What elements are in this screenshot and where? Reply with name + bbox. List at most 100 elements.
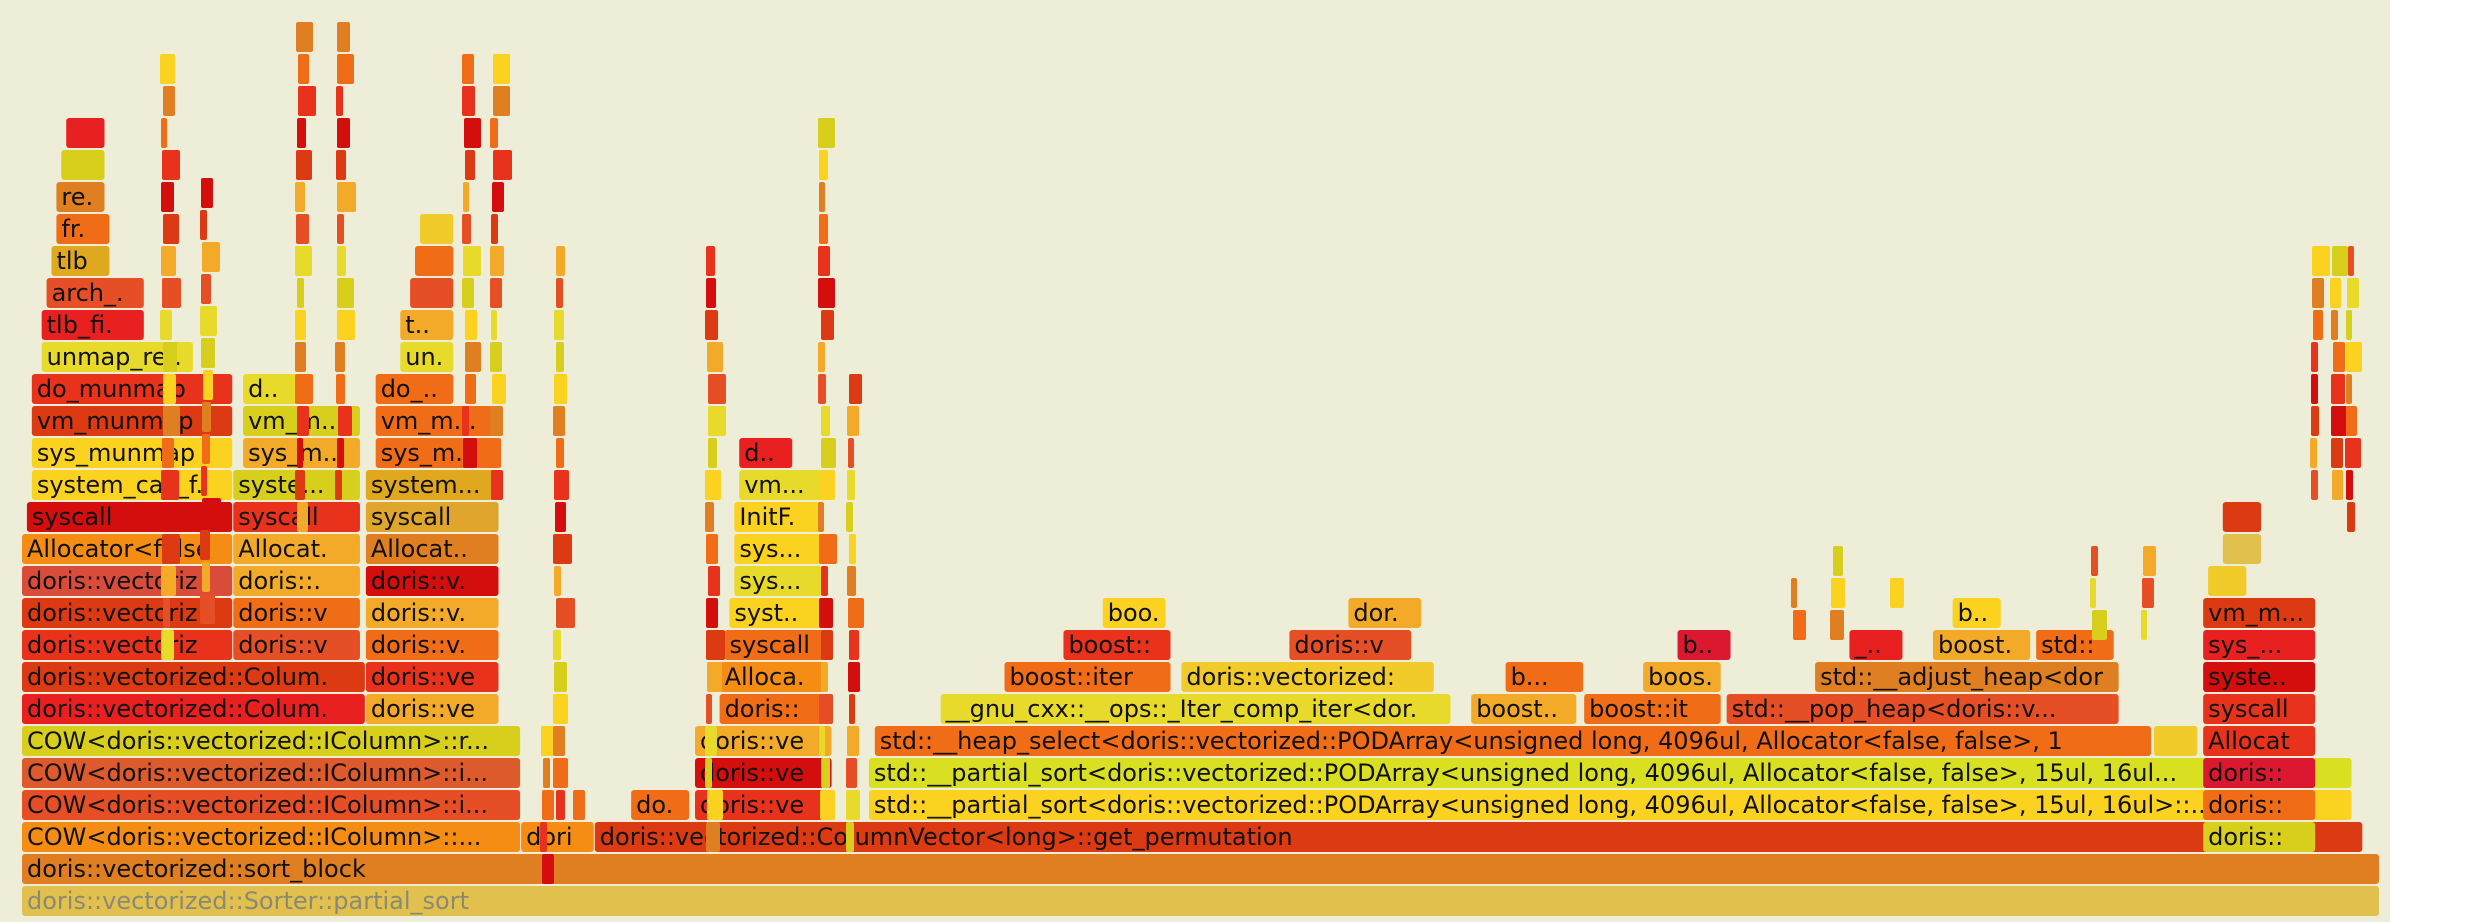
- frame-71[interactable]: boost::it: [1584, 694, 1721, 724]
- sliver-frame[interactable]: [2346, 374, 2352, 404]
- sliver-frame[interactable]: [554, 566, 561, 596]
- sliver-frame[interactable]: [2312, 246, 2330, 276]
- sliver-frame[interactable]: [705, 758, 712, 788]
- sliver-frame[interactable]: [161, 470, 179, 500]
- sliver-frame[interactable]: [202, 498, 221, 528]
- sliver-frame[interactable]: [821, 630, 833, 660]
- sliver-frame[interactable]: [337, 54, 354, 84]
- sliver-frame[interactable]: [2142, 578, 2154, 608]
- sliver-frame[interactable]: [201, 466, 207, 496]
- sliver-frame[interactable]: [462, 54, 474, 84]
- frame-42[interactable]: [410, 278, 454, 308]
- frame-3[interactable]: COW<doris::vectorized::IColumn>::i...: [22, 790, 521, 820]
- sliver-frame[interactable]: [163, 502, 175, 532]
- frame-61[interactable]: sys...: [734, 534, 822, 564]
- sliver-frame[interactable]: [201, 274, 211, 304]
- frame-44[interactable]: [415, 246, 454, 276]
- sliver-frame[interactable]: [708, 374, 726, 404]
- sliver-frame[interactable]: [492, 182, 504, 212]
- sliver-frame[interactable]: [2346, 310, 2352, 340]
- frame-93[interactable]: sys_...: [2203, 630, 2316, 660]
- sliver-frame[interactable]: [337, 22, 350, 52]
- sliver-frame[interactable]: [2346, 470, 2353, 500]
- frame-66[interactable]: std::__partial_sort<doris::vectorized::P…: [868, 758, 2352, 788]
- sliver-frame[interactable]: [2313, 310, 2323, 340]
- frame-20[interactable]: Allocat.: [233, 534, 360, 564]
- sliver-frame[interactable]: [818, 502, 824, 532]
- sliver-frame[interactable]: [335, 342, 345, 372]
- frame-47[interactable]: re.: [56, 182, 105, 212]
- sliver-frame[interactable]: [298, 86, 316, 116]
- sliver-frame[interactable]: [821, 310, 834, 340]
- sliver-frame[interactable]: [336, 86, 343, 116]
- sliver-frame[interactable]: [161, 630, 174, 660]
- sliver-frame[interactable]: [819, 534, 837, 564]
- sliver-frame[interactable]: [161, 246, 176, 276]
- sliver-frame[interactable]: [1831, 578, 1845, 608]
- sliver-frame[interactable]: [203, 370, 213, 400]
- frame-41[interactable]: arch_.: [46, 278, 144, 308]
- sliver-frame[interactable]: [556, 790, 565, 820]
- sliver-frame[interactable]: [540, 822, 547, 852]
- frame-88[interactable]: doris::: [2203, 790, 2316, 820]
- sliver-frame[interactable]: [556, 278, 563, 308]
- sliver-frame[interactable]: [706, 534, 718, 564]
- sliver-frame[interactable]: [200, 306, 217, 336]
- sliver-frame[interactable]: [337, 310, 355, 340]
- frame-36[interactable]: do_..: [375, 374, 454, 404]
- sliver-frame[interactable]: [818, 342, 825, 372]
- sliver-frame[interactable]: [2091, 546, 2098, 576]
- sliver-frame[interactable]: [2092, 610, 2107, 640]
- sliver-frame[interactable]: [2143, 546, 2156, 576]
- sliver-frame[interactable]: [2311, 374, 2318, 404]
- frame-45[interactable]: fr.: [56, 214, 110, 244]
- frame-67[interactable]: std::__heap_select<doris::vectorized::PO…: [874, 726, 2152, 756]
- sliver-frame[interactable]: [336, 150, 346, 180]
- sliver-frame[interactable]: [490, 246, 504, 276]
- frame-8[interactable]: doris::vectorized::Colum.: [22, 662, 365, 692]
- sliver-frame[interactable]: [161, 566, 176, 596]
- sliver-frame[interactable]: [542, 790, 554, 820]
- frame-11[interactable]: doris::v: [233, 630, 360, 660]
- sliver-frame[interactable]: [819, 182, 825, 212]
- sliver-frame[interactable]: [2333, 342, 2345, 372]
- sliver-frame[interactable]: [162, 438, 174, 468]
- sliver-frame[interactable]: [493, 54, 510, 84]
- sliver-frame[interactable]: [490, 118, 498, 148]
- sliver-frame[interactable]: [2311, 470, 2318, 500]
- sliver-frame[interactable]: [2345, 438, 2361, 468]
- sliver-frame[interactable]: [847, 406, 859, 436]
- frame-43[interactable]: tlb: [51, 246, 110, 276]
- frame-46[interactable]: [419, 214, 454, 244]
- frame-37[interactable]: unmap_re..: [41, 342, 193, 372]
- sliver-frame[interactable]: [848, 662, 860, 692]
- sliver-frame[interactable]: [706, 630, 725, 660]
- sliver-frame[interactable]: [819, 214, 828, 244]
- frame-58[interactable]: syscall: [724, 630, 827, 660]
- frame-40[interactable]: t..: [400, 310, 454, 340]
- sliver-frame[interactable]: [462, 406, 469, 436]
- sliver-frame[interactable]: [1890, 578, 1904, 608]
- sliver-frame[interactable]: [2348, 246, 2354, 276]
- sliver-frame[interactable]: [1830, 610, 1844, 640]
- sliver-frame[interactable]: [819, 598, 833, 628]
- frame-4[interactable]: COW<doris::vectorized::IColumn>::i...: [22, 758, 521, 788]
- sliver-frame[interactable]: [337, 214, 344, 244]
- frame-34[interactable]: do_munmap: [31, 374, 233, 404]
- sliver-frame[interactable]: [821, 406, 830, 436]
- frame-75[interactable]: b...: [1505, 662, 1584, 692]
- sliver-frame[interactable]: [708, 406, 726, 436]
- sliver-frame[interactable]: [493, 150, 512, 180]
- frame-77[interactable]: std::__adjust_heap<dor: [1815, 662, 2119, 692]
- sliver-frame[interactable]: [337, 438, 344, 468]
- frame-14[interactable]: doris::v: [233, 598, 360, 628]
- sliver-frame[interactable]: [492, 438, 501, 468]
- sliver-frame[interactable]: [848, 598, 864, 628]
- sliver-frame[interactable]: [556, 342, 564, 372]
- sliver-frame[interactable]: [554, 662, 567, 692]
- frame-73[interactable]: boost::iter: [1004, 662, 1171, 692]
- frame-68[interactable]: [2154, 726, 2198, 756]
- sliver-frame[interactable]: [553, 534, 572, 564]
- sliver-frame[interactable]: [554, 310, 564, 340]
- sliver-frame[interactable]: [465, 310, 477, 340]
